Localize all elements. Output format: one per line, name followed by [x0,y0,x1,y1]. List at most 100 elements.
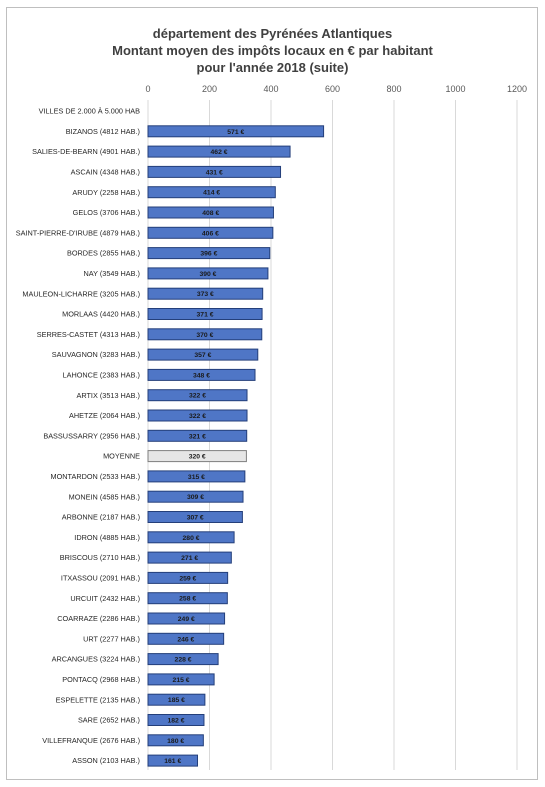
bar [147,226,274,239]
category-label: SERRES-CASTET (4313 HAB.) [37,330,140,339]
bar [147,632,225,645]
category-label: VILLES DE 2.000 À 5.000 HAB [39,107,141,116]
category-label: MONTARDON (2533 HAB.) [51,472,140,481]
bar [147,348,259,361]
bar [147,653,219,666]
data-label: 249 € [178,616,195,623]
category-label: URCUIT (2432 HAB.) [70,594,140,603]
bar [147,612,226,625]
category-label: BORDES (2855 HAB.) [67,249,140,258]
data-label: 259 € [179,575,196,582]
category-label: ARUDY (2258 HAB.) [72,188,140,197]
data-label: 315 € [188,474,205,481]
bar [147,165,282,178]
category-label: SAINT-PIERRE-D'IRUBE (4879 HAB.) [16,228,140,237]
data-label: 322 € [189,393,206,400]
data-label: 370 € [196,332,213,339]
data-label: 309 € [187,494,204,501]
data-label: 185 € [168,697,185,704]
bar [147,531,235,544]
x-tick-label: 0 [145,84,150,94]
category-label: URT (2277 HAB.) [83,634,140,643]
bar [147,125,325,138]
bar [147,571,229,584]
data-label: 280 € [183,535,200,542]
data-label: 322 € [189,413,206,420]
x-tick-label: 200 [202,84,217,94]
chart-title-line-3: pour l'année 2018 (suite) [196,60,349,75]
category-label: GELOS (3706 HAB.) [73,208,140,217]
data-label: 228 € [175,657,192,664]
data-label: 180 € [167,738,184,745]
bar [147,490,244,503]
data-label: 215 € [173,677,190,684]
data-label: 571 € [227,129,244,136]
x-tick-label: 1200 [507,84,527,94]
category-label: ARBONNE (2187 HAB.) [62,513,140,522]
data-label: 371 € [197,312,214,319]
category-label: BASSUSSARRY (2956 HAB.) [43,431,140,440]
x-tick-label: 400 [263,84,278,94]
bar [147,308,263,320]
category-label: VILLEFRANQUE (2676 HAB.) [42,736,140,745]
bar [147,328,263,341]
bar [147,267,269,280]
data-label: 357 € [194,352,211,359]
bar [147,145,291,158]
category-label: SAUVAGNON (3283 HAB.) [52,350,140,359]
category-label: LAHONCE (2383 HAB.) [63,371,140,380]
x-tick-label: 600 [325,84,340,94]
chart-title-line-1: département des Pyrénées Atlantiques [152,26,393,41]
data-label: 373 € [197,291,214,298]
bar [147,409,248,422]
bar [147,186,276,199]
data-label: 320 € [189,454,206,461]
category-label: BIZANOS (4812 HAB.) [66,127,140,136]
bar [147,592,228,605]
bar [147,206,274,219]
category-label: PONTACQ (2968 HAB.) [62,675,140,684]
chart-frame [6,7,538,780]
category-label: ESPELETTE (2135 HAB.) [56,695,140,704]
bar [147,429,248,442]
data-label: 462 € [211,149,228,156]
bar [147,247,271,260]
data-label: 182 € [167,718,184,725]
data-label: 431 € [206,169,223,176]
bar [147,368,256,381]
bar [147,287,264,300]
bar [147,551,232,564]
data-label: 406 € [202,230,219,237]
category-label: SARE (2652 HAB.) [78,716,140,725]
category-label: COARRAZE (2286 HAB.) [57,614,140,623]
data-label: 258 € [179,596,196,603]
data-label: 348 € [193,372,210,379]
category-label: SALIES-DE-BEARN (4901 HAB.) [32,147,140,156]
x-tick-label: 1000 [445,84,465,94]
category-label: ITXASSOU (2091 HAB.) [61,574,140,583]
category-label: MAULEON-LICHARRE (3205 HAB.) [22,289,140,298]
data-label: 408 € [202,210,219,217]
bar [147,389,248,402]
category-label: MONEIN (4585 HAB.) [69,492,140,501]
category-label: MOYENNE [103,452,140,461]
data-label: 307 € [187,515,204,522]
bar [147,511,243,523]
category-label: MORLAAS (4420 HAB.) [62,310,140,319]
bar-average [147,450,247,463]
category-label: NAY (3549 HAB.) [83,269,140,278]
bar [147,714,205,726]
bar [147,673,215,686]
category-label: ARTIX (3513 HAB.) [76,391,140,400]
bar [147,693,206,706]
chart-title-line-2: Montant moyen des impôts locaux en € par… [112,43,433,58]
data-label: 321 € [189,433,206,440]
bar [147,754,199,767]
data-label: 390 € [199,271,216,278]
data-label: 246 € [177,636,194,643]
data-label: 271 € [181,555,198,562]
category-label: ARCANGUES (3224 HAB.) [52,655,140,664]
bar [147,734,204,747]
category-label: ASSON (2103 HAB.) [72,756,140,765]
